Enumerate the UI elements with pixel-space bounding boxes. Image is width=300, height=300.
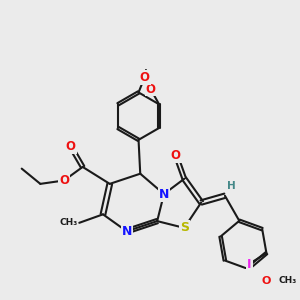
Text: S: S	[180, 221, 189, 234]
Text: O: O	[66, 140, 76, 153]
Text: H: H	[226, 181, 236, 191]
Text: O: O	[261, 276, 270, 286]
Text: N: N	[159, 188, 169, 200]
Text: O: O	[146, 82, 156, 95]
Text: CH₃: CH₃	[278, 276, 296, 285]
Text: O: O	[140, 71, 150, 84]
Text: O: O	[59, 174, 69, 187]
Text: I: I	[247, 258, 252, 271]
Text: N: N	[122, 225, 132, 238]
Text: O: O	[171, 148, 181, 162]
Text: CH₃: CH₃	[59, 218, 78, 227]
